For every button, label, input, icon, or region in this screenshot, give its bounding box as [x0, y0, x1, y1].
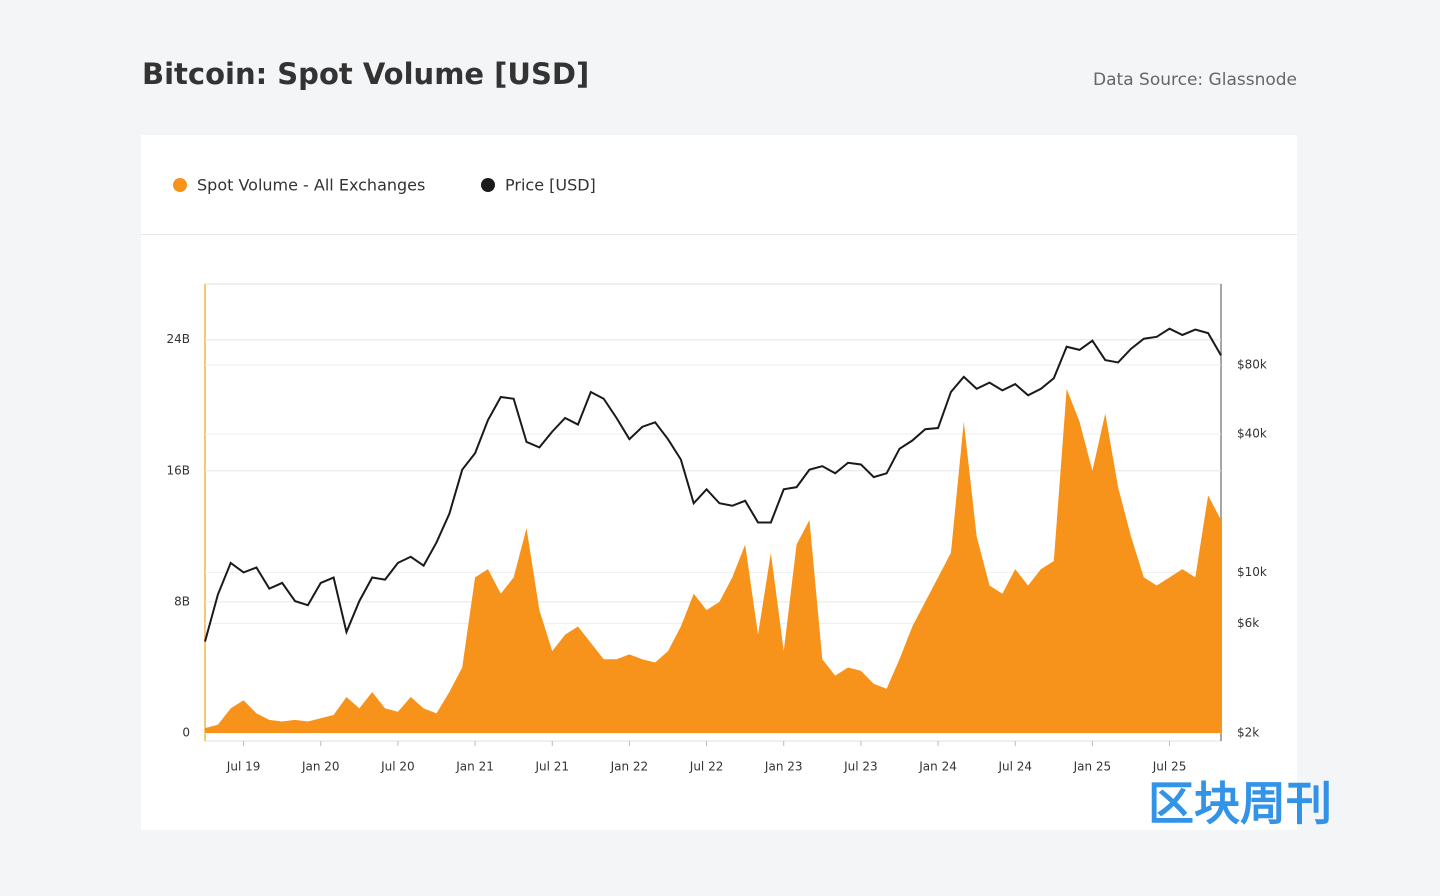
y-tick-label: 0	[182, 726, 190, 740]
legend-swatch	[173, 178, 187, 192]
x-tick-label: Jan 24	[918, 760, 957, 774]
y-tick-label: 16B	[166, 463, 190, 477]
y-tick-label: 24B	[166, 332, 190, 346]
x-tick-label: Jul 25	[1152, 760, 1187, 774]
x-tick-label: Jan 22	[610, 760, 649, 774]
legend-swatch	[481, 178, 495, 192]
x-tick-label: Jul 23	[843, 760, 878, 774]
x-tick-label: Jul 22	[689, 760, 724, 774]
legend-label: Price [USD]	[505, 176, 596, 195]
source: Data Source: Glassnode	[1093, 70, 1297, 90]
x-tick-label: Jan 25	[1073, 760, 1112, 774]
y2-tick-label: $40k	[1237, 427, 1267, 441]
chart-title: Bitcoin: Spot Volume [USD]	[142, 57, 589, 91]
x-tick-label: Jul 21	[534, 760, 569, 774]
y2-tick-label: $80k	[1237, 357, 1267, 371]
price-line	[204, 327, 1222, 642]
y2-tick-label: $6k	[1237, 616, 1259, 630]
x-tick-label: Jan 21	[455, 760, 494, 774]
watermark: 区块周刊	[1148, 777, 1332, 831]
x-tick-label: Jan 20	[301, 760, 340, 774]
legend-label: Spot Volume - All Exchanges	[197, 176, 425, 195]
x-tick-label: Jan 23	[764, 760, 803, 774]
x-tick-label: Jul 20	[380, 760, 415, 774]
y2-tick-label: $2k	[1237, 726, 1259, 740]
y2-tick-label: $10k	[1237, 565, 1267, 579]
x-tick-label: Jul 19	[226, 760, 261, 774]
x-tick-label: Jul 24	[997, 760, 1032, 774]
volume-area	[205, 388, 1221, 733]
y-tick-label: 8B	[174, 594, 190, 608]
plot: 0 8B 16B 24B $2k $6k $10k $40k $80k Jul 19 Jan 20 J…	[166, 283, 1267, 774]
